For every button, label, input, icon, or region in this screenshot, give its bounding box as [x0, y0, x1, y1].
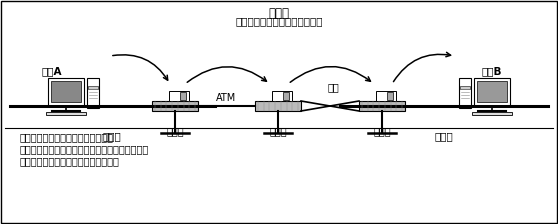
Text: 路由器: 路由器 — [269, 126, 287, 136]
Text: 以太网: 以太网 — [435, 131, 453, 141]
Text: 路由器: 路由器 — [268, 7, 290, 20]
FancyBboxPatch shape — [472, 112, 512, 115]
FancyBboxPatch shape — [152, 101, 198, 111]
Text: 专线: 专线 — [328, 82, 340, 92]
FancyBboxPatch shape — [87, 78, 99, 108]
Text: ・路由器是连接网络与网络的设备。: ・路由器是连接网络与网络的设备。 — [20, 132, 114, 142]
FancyBboxPatch shape — [169, 91, 189, 101]
Text: 路由器: 路由器 — [166, 126, 184, 136]
FancyBboxPatch shape — [460, 86, 470, 88]
Text: 路由器: 路由器 — [373, 126, 391, 136]
FancyBboxPatch shape — [180, 92, 186, 100]
Text: ATM: ATM — [217, 93, 237, 103]
FancyBboxPatch shape — [477, 81, 507, 102]
FancyBboxPatch shape — [359, 101, 405, 111]
Text: 以太网: 以太网 — [103, 131, 122, 141]
Text: 主机B: 主机B — [482, 66, 502, 76]
FancyBboxPatch shape — [376, 91, 396, 101]
FancyBboxPatch shape — [46, 112, 85, 115]
FancyBboxPatch shape — [255, 101, 301, 111]
FancyBboxPatch shape — [387, 92, 393, 100]
Text: ・基本上可以连接任意两个数据链路。: ・基本上可以连接任意两个数据链路。 — [20, 156, 120, 166]
Text: ・可以将分组报文发送给另一个目标路由器地址。: ・可以将分组报文发送给另一个目标路由器地址。 — [20, 144, 149, 154]
Text: （根据路由选择发送分组报文）: （根据路由选择发送分组报文） — [235, 16, 323, 26]
FancyBboxPatch shape — [283, 92, 289, 100]
FancyBboxPatch shape — [88, 86, 98, 88]
FancyBboxPatch shape — [459, 78, 471, 108]
FancyBboxPatch shape — [51, 81, 81, 102]
FancyBboxPatch shape — [474, 78, 510, 106]
FancyBboxPatch shape — [48, 78, 84, 106]
FancyBboxPatch shape — [272, 91, 292, 101]
Text: 主机A: 主机A — [42, 66, 62, 76]
